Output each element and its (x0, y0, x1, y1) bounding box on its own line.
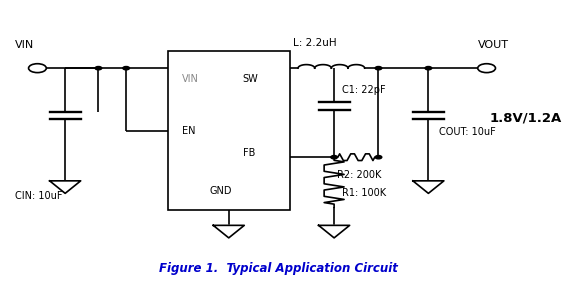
Polygon shape (319, 225, 350, 238)
Circle shape (478, 64, 495, 72)
Circle shape (123, 67, 130, 70)
Text: VIN: VIN (15, 40, 35, 49)
Text: GND: GND (209, 185, 232, 196)
Text: VIN: VIN (181, 74, 199, 84)
Circle shape (425, 67, 432, 70)
Text: FB: FB (242, 148, 255, 158)
Circle shape (95, 67, 102, 70)
Polygon shape (50, 181, 81, 193)
Polygon shape (213, 225, 244, 238)
Bar (168, 51, 290, 210)
Text: 1.8V/1.2A: 1.8V/1.2A (490, 112, 562, 125)
Text: R2: 200K: R2: 200K (337, 170, 381, 180)
Text: C1: 22pF: C1: 22pF (342, 85, 386, 96)
Circle shape (331, 155, 338, 159)
Circle shape (375, 67, 382, 70)
Circle shape (375, 155, 382, 159)
Polygon shape (413, 181, 444, 193)
Text: SW: SW (242, 74, 259, 84)
Text: COUT: 10uF: COUT: 10uF (439, 127, 497, 137)
Text: L: 2.2uH: L: 2.2uH (293, 38, 336, 48)
Text: VOUT: VOUT (478, 40, 509, 49)
Text: R1: 100K: R1: 100K (342, 188, 386, 198)
Text: EN: EN (181, 126, 195, 136)
Text: Figure 1.  Typical Application Circuit: Figure 1. Typical Application Circuit (159, 262, 398, 275)
Text: CIN: 10uF: CIN: 10uF (15, 191, 63, 201)
Circle shape (29, 64, 46, 72)
